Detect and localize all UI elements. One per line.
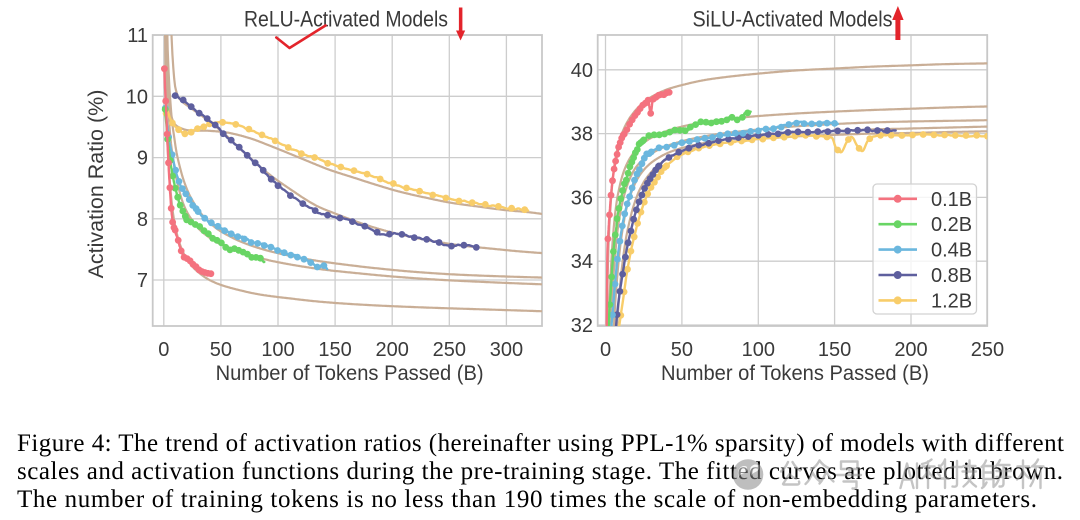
svg-text:50: 50	[210, 339, 232, 361]
svg-text:10: 10	[126, 86, 148, 108]
svg-text:0.2B: 0.2B	[931, 214, 972, 236]
svg-text:100: 100	[261, 339, 294, 361]
svg-text:100: 100	[742, 339, 775, 361]
svg-text:8: 8	[137, 209, 148, 231]
svg-text:1.2B: 1.2B	[931, 290, 972, 312]
svg-text:200: 200	[894, 339, 927, 361]
svg-text:0.4B: 0.4B	[931, 240, 972, 262]
svg-text:The number of training tokens: The number of training tokens is no less…	[17, 486, 1037, 513]
svg-text:Number of Tokens Passed (B): Number of Tokens Passed (B)	[216, 362, 484, 385]
svg-text:40: 40	[571, 60, 593, 82]
svg-text:SiLU-Activated Models: SiLU-Activated Models	[693, 7, 893, 32]
svg-text:0.8B: 0.8B	[931, 265, 972, 287]
svg-text:ReLU-Activated Models: ReLU-Activated Models	[244, 7, 448, 32]
svg-text:Figure 4: The trend of activat: Figure 4: The trend of activation ratios…	[17, 430, 1064, 457]
svg-text:7: 7	[137, 270, 148, 292]
svg-text:36: 36	[571, 187, 593, 209]
svg-text:9: 9	[137, 148, 148, 170]
svg-text:Activation Ratio (%): Activation Ratio (%)	[84, 90, 108, 279]
svg-text:300: 300	[490, 339, 523, 361]
svg-text:32: 32	[571, 315, 593, 337]
svg-text:0.1B: 0.1B	[931, 189, 972, 211]
svg-text:250: 250	[971, 339, 1004, 361]
svg-text:150: 150	[818, 339, 851, 361]
svg-text:50: 50	[671, 339, 693, 361]
svg-text:250: 250	[433, 339, 466, 361]
svg-text:0: 0	[158, 339, 169, 361]
svg-text:scales and activation function: scales and activation functions during t…	[17, 458, 1063, 485]
svg-text:150: 150	[318, 339, 351, 361]
svg-text:0: 0	[600, 339, 611, 361]
svg-text:11: 11	[127, 25, 148, 47]
svg-text:200: 200	[376, 339, 409, 361]
svg-text:38: 38	[571, 124, 593, 146]
svg-text:Number of Tokens Passed (B): Number of Tokens Passed (B)	[661, 362, 929, 385]
svg-text:34: 34	[571, 251, 593, 273]
